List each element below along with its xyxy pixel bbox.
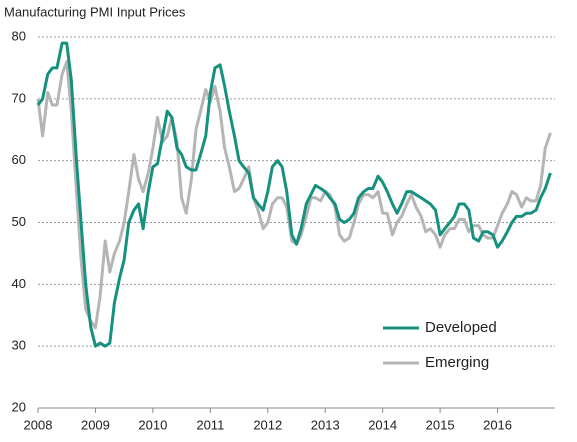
series-line	[36, 60, 552, 330]
y-tick-label: 60	[12, 152, 26, 167]
chart-title: Manufacturing PMI Input Prices	[4, 4, 186, 19]
x-tick-label: 2012	[253, 417, 282, 432]
y-tick-label: 50	[12, 214, 26, 229]
legend-label: Developed	[425, 319, 497, 336]
series-line	[36, 41, 552, 348]
x-tick-label: 2010	[138, 417, 167, 432]
y-tick-label: 30	[12, 338, 26, 353]
x-tick-label: 2008	[24, 417, 53, 432]
y-tick-label: 70	[12, 90, 26, 105]
y-tick-label: 80	[12, 28, 26, 43]
x-tick-label: 2013	[311, 417, 340, 432]
y-tick-label: 20	[12, 399, 26, 414]
x-tick-label: 2014	[368, 417, 397, 432]
x-tick-label: 2015	[426, 417, 455, 432]
legend-label: Emerging	[425, 354, 489, 371]
x-tick-label: 2009	[81, 417, 110, 432]
x-tick-label: 2016	[483, 417, 512, 432]
x-tick-label: 2011	[196, 417, 224, 432]
y-tick-label: 40	[12, 276, 26, 291]
